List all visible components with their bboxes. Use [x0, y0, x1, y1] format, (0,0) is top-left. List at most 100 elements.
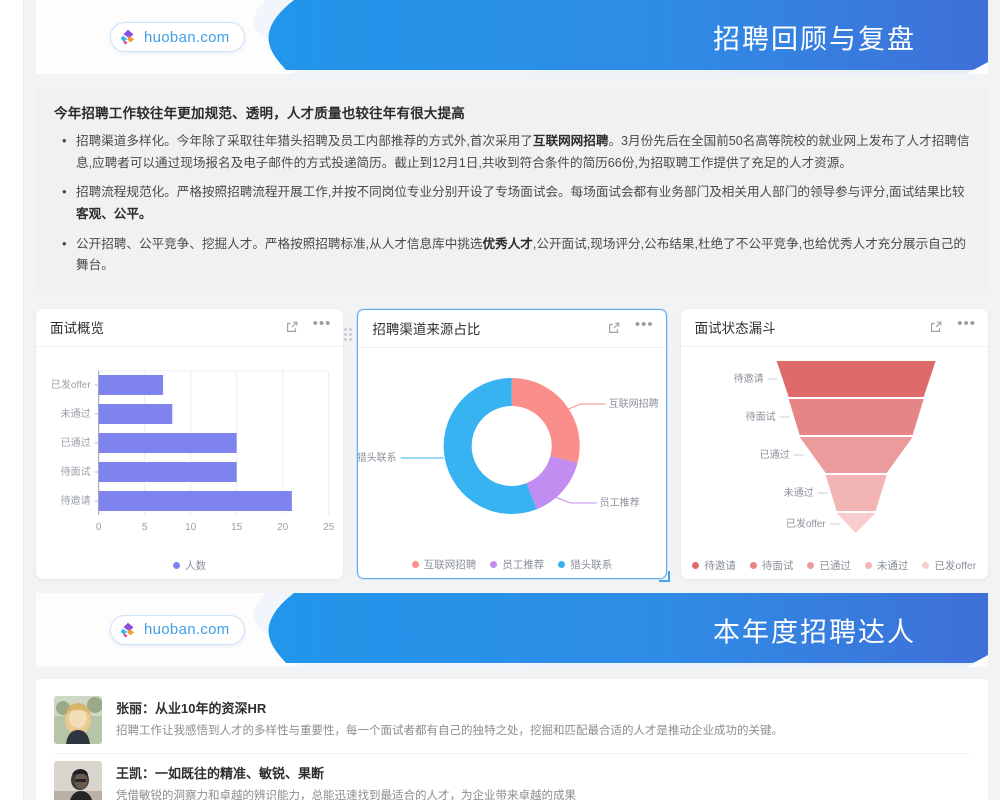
bar-xtick: 25	[323, 522, 335, 533]
banner-bottom: huoban.com 本年度招聘达人	[36, 592, 988, 667]
legend-swatch-icon	[749, 561, 757, 569]
legend-item[interactable]: 人数	[173, 558, 206, 573]
legend-swatch-icon	[922, 561, 930, 569]
legend-item[interactable]: 猎头联系	[558, 557, 612, 572]
legend-label: 待邀请	[704, 559, 736, 572]
donut-chart-body: 互联网招聘 员工推荐 猎头联系	[358, 348, 665, 557]
legend-swatch-icon	[411, 560, 419, 568]
card-interview-funnel[interactable]: 面试状态漏斗 •••	[680, 308, 988, 579]
huoban-diamond-icon	[119, 621, 137, 639]
funnel-chart-body: 待邀请 待面试 已通过 未通过 已发offer	[681, 347, 988, 558]
card-resize-handle[interactable]	[658, 570, 670, 582]
donut-label-referral: 员工推荐	[600, 496, 640, 509]
bar-chart-legend: 人数	[36, 558, 343, 579]
huoban-diamond-icon	[119, 28, 137, 46]
legend-swatch-icon	[864, 561, 872, 569]
funnel-label: 待邀请	[733, 372, 763, 385]
person-desc: 招聘工作让我感悟到人才的多样性与重要性，每一个面试者都有自己的独特之处，挖掘和匹…	[116, 724, 783, 737]
donut-label-headhunter: 猎头联系	[358, 451, 397, 464]
legend-label: 互联网招聘	[423, 558, 477, 571]
person-name: 王凯：一如既往的精准、敏锐、果断	[116, 765, 325, 781]
funnel-chart: 待邀请 待面试 已通过 未通过 已发offer	[733, 360, 936, 533]
legend-item[interactable]: 互联网招聘	[411, 557, 477, 572]
charts-row: 面试概览 •••	[36, 308, 988, 582]
brand-logo-pill[interactable]: huoban.com	[110, 22, 245, 52]
summary-bullet: 公开招聘、公平竞争、挖掘人才。严格按照招聘标准,从人才信息库中挑选优秀人才,公开…	[54, 233, 970, 277]
avatar	[54, 760, 102, 800]
funnel-label: 未通过	[783, 486, 813, 499]
card-header-actions: •••	[929, 315, 976, 334]
summary-panel: 今年招聘工作较往年更加规范、透明，人才质量也较往年有很大提高 招聘渠道多样化。今…	[36, 88, 988, 293]
bar-chart: 已发offer 未通过 已通过 待面试 待邀请 0 5 10 15 2	[51, 370, 335, 533]
donut-slice-internet[interactable]	[511, 377, 581, 463]
summary-emphasis: 优秀人才	[482, 236, 533, 251]
card-title: 招聘渠道来源占比	[372, 322, 481, 338]
funnel-stage-4[interactable]	[825, 474, 887, 511]
bar-xtick: 5	[142, 522, 148, 533]
list-item[interactable]: 张丽：从业10年的资深HR 招聘工作让我感悟到人才的多样性与重要性，每一个面试者…	[54, 689, 970, 753]
avatar	[54, 695, 102, 744]
bar-xtick: 15	[231, 522, 243, 533]
bar-xtick: 0	[96, 522, 102, 533]
card-header: 面试状态漏斗 •••	[680, 309, 988, 347]
left-rail	[0, 0, 24, 800]
external-link-icon[interactable]	[607, 321, 621, 335]
card-header: 面试概览 •••	[36, 309, 344, 347]
legend-item[interactable]: 待面试	[749, 558, 794, 573]
legend-item[interactable]: 未通过	[864, 558, 909, 573]
funnel-stage-3[interactable]	[799, 436, 913, 473]
external-link-icon[interactable]	[285, 320, 299, 334]
bar-ylabel: 待邀请	[61, 494, 91, 507]
legend-item[interactable]: 员工推荐	[490, 557, 544, 572]
drag-handle-icon[interactable]	[344, 327, 353, 342]
bar-xtick: 10	[185, 522, 197, 533]
card-header: 招聘渠道来源占比 •••	[358, 310, 666, 348]
list-item[interactable]: 王凯：一如既往的精准、敏锐、果断 凭借敏锐的洞察力和卓越的辨识能力，总能迅速找到…	[54, 752, 970, 800]
bar-ylabel: 已发offer	[51, 378, 91, 391]
summary-text: 招聘流程规范化。严格按照招聘流程开展工作,并按不同岗位专业分别开设了专场面试会。…	[76, 185, 965, 200]
funnel-stage-5[interactable]	[836, 512, 876, 533]
legend-swatch-icon	[807, 561, 815, 569]
banner-top-title: 招聘回顾与复盘	[713, 24, 916, 55]
legend-swatch-icon	[173, 561, 181, 569]
brand-logo-pill[interactable]: huoban.com	[110, 614, 245, 645]
funnel-label: 待面试	[745, 410, 775, 423]
card-interview-overview[interactable]: 面试概览 •••	[36, 308, 344, 579]
summary-emphasis: 互联网网招聘	[532, 134, 609, 148]
banner-top: huoban.com 招聘回顾与复盘	[36, 0, 988, 74]
more-horizontal-icon[interactable]: •••	[312, 315, 332, 333]
summary-bullet: 招聘流程规范化。严格按照招聘流程开展工作,并按不同岗位专业分别开设了专场面试会。…	[54, 181, 970, 225]
external-link-icon[interactable]	[929, 320, 943, 334]
bar-ylabel: 待面试	[61, 465, 91, 478]
card-channel-share[interactable]: 招聘渠道来源占比 •••	[344, 308, 670, 582]
donut-label-internet: 互联网招聘	[609, 397, 659, 410]
summary-emphasis: 客观、公平。	[76, 206, 152, 221]
person-text: 张丽：从业10年的资深HR 招聘工作让我感悟到人才的多样性与重要性，每一个面试者…	[116, 696, 783, 744]
summary-bullet: 招聘渠道多样化。今年除了采取往年猎头招聘及员工内部推荐的方式外,首次采用了互联网…	[54, 130, 970, 174]
bar-xtick: 20	[277, 522, 289, 533]
legend-item[interactable]: 待邀请	[692, 558, 736, 573]
more-horizontal-icon[interactable]: •••	[957, 315, 976, 333]
card-header-actions: •••	[607, 316, 654, 335]
summary-heading: 今年招聘工作较往年更加规范、透明，人才质量也较往年有很大提高	[54, 106, 465, 121]
donut-slice-referral[interactable]	[526, 455, 578, 510]
more-horizontal-icon[interactable]: •••	[634, 316, 654, 334]
summary-text: 公开招聘、公平竞争、挖掘人才。严格按照招聘标准,从人才信息库中挑选	[76, 236, 483, 251]
card-title: 面试状态漏斗	[694, 321, 776, 337]
legend-swatch-icon	[692, 561, 700, 569]
legend-label: 员工推荐	[502, 558, 545, 571]
funnel-chart-legend: 待邀请 待面试 已通过 未通过	[681, 558, 988, 579]
person-desc: 凭借敏锐的洞察力和卓越的辨识能力，总能迅速找到最适合的人才，为企业带来卓越的成果	[116, 789, 576, 800]
legend-item[interactable]: 已发offer	[922, 558, 976, 573]
legend-label: 未通过	[876, 559, 909, 572]
person-name: 张丽：从业10年的资深HR	[116, 700, 267, 716]
legend-label: 待面试	[761, 559, 794, 572]
funnel-stage-2[interactable]	[788, 398, 924, 435]
banner-top-shape	[36, 0, 988, 74]
donut-chart-legend: 互联网招聘 员工推荐 猎头联系	[358, 557, 665, 578]
funnel-stage-1[interactable]	[776, 360, 936, 397]
donut-slice-headhunter[interactable]	[443, 377, 538, 514]
summary-text: ,公开面试,现场评分,公布结果,杜绝了不公平竞争,也给优秀人才充分展示自己的舞台…	[76, 236, 966, 273]
dashboard-canvas: huoban.com 招聘回顾与复盘 今年招聘工作较往年更加规范、透明，人才质量…	[24, 0, 1000, 800]
legend-item[interactable]: 已通过	[807, 558, 851, 573]
